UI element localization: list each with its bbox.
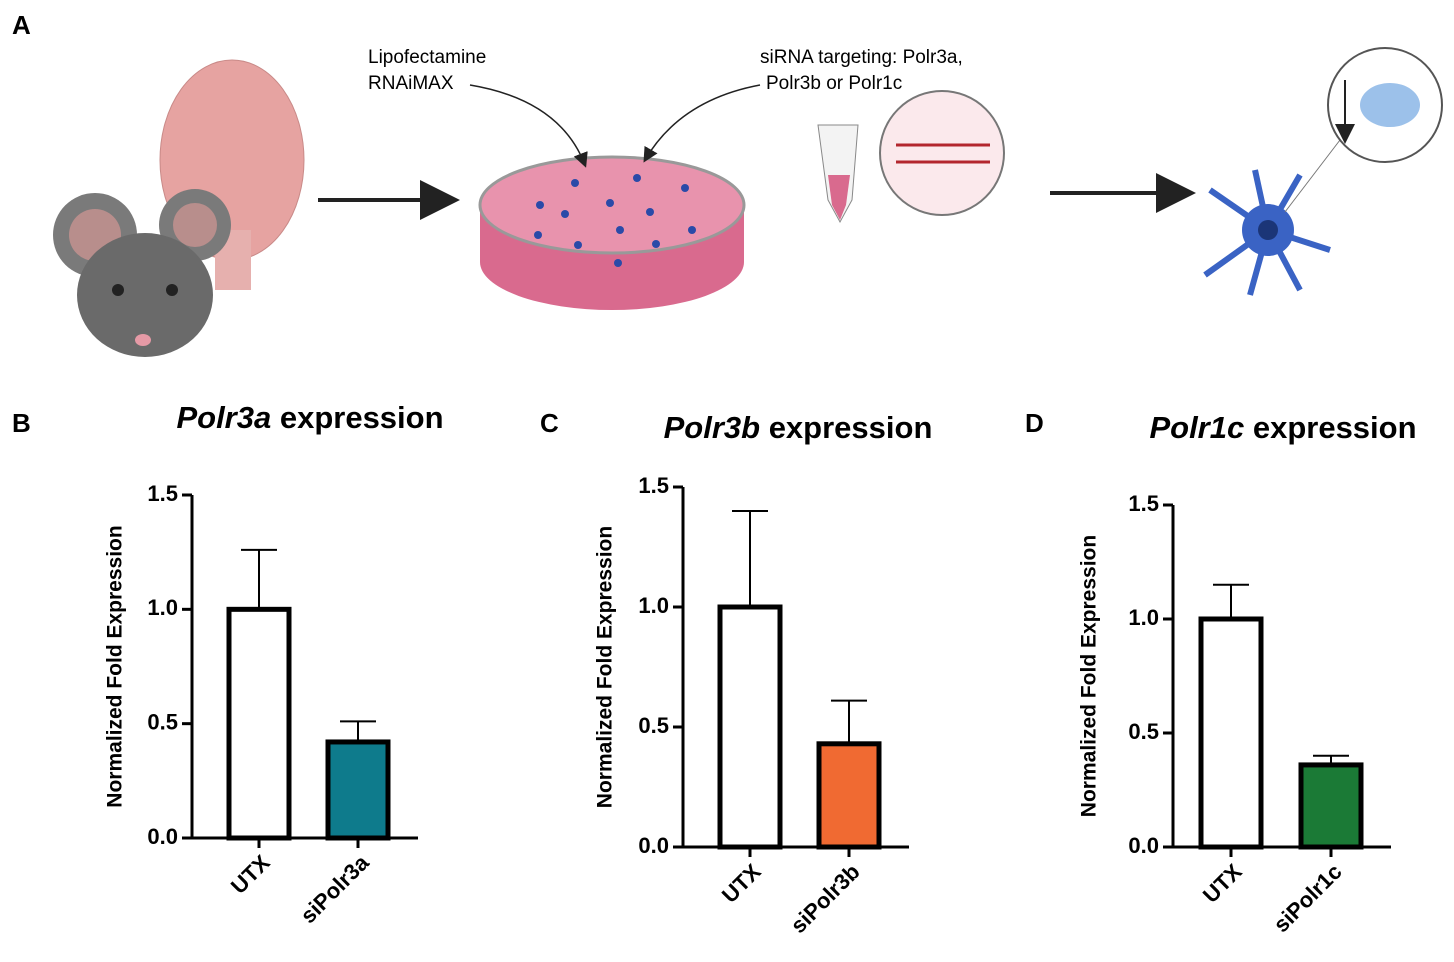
- panel-label: B: [12, 408, 31, 438]
- bar: [226, 606, 292, 841]
- x-tick-label: siPolr3a: [295, 849, 374, 928]
- annotation: Lipofectamine: [368, 47, 486, 68]
- y-tick-label: 0.5: [1128, 719, 1159, 744]
- y-tick-label: 1.0: [1128, 605, 1159, 630]
- y-tick-label: 1.5: [1128, 491, 1159, 516]
- mouse: [53, 189, 231, 357]
- x-tick-label: UTX: [226, 850, 275, 899]
- chart-title: Polr3a expression: [176, 400, 443, 435]
- bar: [1298, 762, 1364, 850]
- bar: [325, 739, 391, 841]
- culture-dish: [478, 155, 746, 310]
- annotation: Polr3b or Polr1c: [766, 73, 902, 94]
- arrow: [643, 84, 761, 163]
- chart-title: Polr3b expression: [664, 410, 933, 445]
- x-tick-label: siPolr3b: [786, 859, 865, 938]
- panel-label: A: [12, 10, 31, 40]
- y-tick-label: 0.5: [147, 709, 178, 734]
- y-axis-label: Normalized Fold Expression: [594, 526, 617, 808]
- y-tick-label: 0.0: [638, 833, 669, 858]
- y-tick-label: 0.5: [638, 713, 669, 738]
- neuron: [1203, 47, 1443, 296]
- y-tick-label: 1.0: [147, 595, 178, 620]
- panel-label: D: [1025, 408, 1044, 438]
- arrow: [469, 84, 588, 168]
- x-tick-label: siPolr1c: [1268, 859, 1346, 937]
- y-tick-label: 1.5: [147, 481, 178, 506]
- y-axis-label: Normalized Fold Expression: [1078, 535, 1101, 817]
- y-tick-label: 1.5: [638, 473, 669, 498]
- bar: [816, 741, 882, 850]
- y-tick-label: 0.0: [147, 824, 178, 849]
- x-tick-label: UTX: [1198, 859, 1247, 908]
- y-tick-label: 1.0: [638, 593, 669, 618]
- annotation: RNAiMAX: [368, 73, 454, 94]
- x-tick-label: UTX: [717, 859, 766, 908]
- tube: [817, 90, 1005, 224]
- bar: [1198, 616, 1264, 850]
- y-axis-label: Normalized Fold Expression: [104, 525, 127, 807]
- annotation: siRNA targeting: Polr3a,: [760, 47, 963, 68]
- chart-title: Polr1c expression: [1149, 410, 1416, 445]
- panel-label: C: [540, 408, 559, 438]
- y-tick-label: 0.0: [1128, 833, 1159, 858]
- bar: [717, 604, 783, 850]
